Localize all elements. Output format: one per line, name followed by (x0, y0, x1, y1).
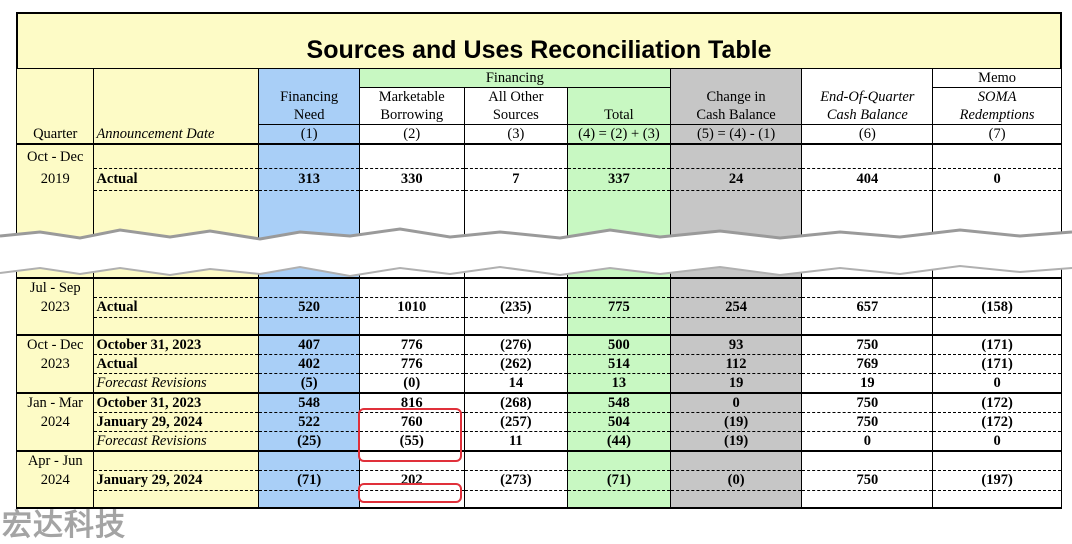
watermark-logo: 宏达科技 (2, 508, 126, 543)
table-row: 2024 January 29, 2024 522 760 (257) 504 … (15, 412, 1062, 432)
col5-formula: (5) = (4) - (1) (669, 124, 803, 144)
col1-formula: (1) (258, 124, 360, 144)
col4-header (567, 87, 671, 106)
table-row-tail (15, 489, 1062, 509)
col4-formula: (4) = (2) + (3) (567, 124, 671, 144)
col6-formula: (6) (801, 124, 934, 144)
header-row-2: Need Borrowing Sources Total Cash Balanc… (15, 106, 1062, 125)
col7-formula: (7) (932, 124, 1062, 144)
reconciliation-table-frame: Sources and Uses Reconciliation Table Fi… (15, 12, 1062, 520)
col3-header: All Other (463, 87, 569, 106)
col5-header: Change in (669, 87, 803, 106)
col2-subheader: Borrowing (358, 106, 465, 125)
table-row: 2023 Actual 402 776 (262) 514 112 769 (1… (15, 354, 1062, 374)
col7-subheader: Redemptions (932, 106, 1062, 125)
memo-group-label: Memo (932, 68, 1062, 88)
table-row: 2023 Actual 520 1010 (235) 775 254 657 (… (15, 296, 1062, 317)
col2-formula: (2) (358, 124, 465, 144)
col7-header: SOMA (932, 87, 1062, 106)
col1-subheader: Need (258, 106, 360, 125)
col2-header: Marketable (358, 87, 465, 106)
table-row: Apr - Jun (15, 450, 1062, 470)
group-header-row: Financing Memo (15, 68, 1062, 88)
header-row-1: Financing Marketable All Other Change in… (15, 87, 1062, 106)
col3-formula: (3) (463, 124, 569, 144)
table-row: 2019 Actual 313 330 7 337 24 404 0 (15, 167, 1062, 190)
table-row: Jul - Sep (15, 277, 1062, 297)
col3-subheader: Sources (463, 106, 569, 125)
torn-paper-gap (0, 227, 1072, 278)
table-row: Forecast Revisions (5) (0) 14 13 19 19 0 (15, 373, 1062, 393)
highlight-box-apr-jun-borrowing (358, 483, 462, 503)
col1-header: Financing (258, 87, 360, 106)
table-row-tail (15, 189, 1062, 212)
reconciliation-table: Financing Memo Financing Marketable All … (15, 68, 1062, 509)
col5-subheader: Cash Balance (669, 106, 803, 125)
table-row: Oct - Dec October 31, 2023 407 776 (276)… (15, 334, 1062, 355)
highlight-box-jan-mar-borrowing (358, 408, 462, 462)
header-row-3: Quarter Announcement Date (1) (2) (3) (4… (15, 124, 1062, 144)
col4-subheader: Total (567, 106, 671, 125)
table-row: Jan - Mar October 31, 2023 548 816 (268)… (15, 392, 1062, 413)
table-title: Sources and Uses Reconciliation Table (306, 36, 772, 64)
col6-header: End-Of-Quarter (801, 87, 934, 106)
table-row: Oct - Dec (15, 143, 1062, 168)
table-row-tail (15, 316, 1062, 335)
title-bar: Sources and Uses Reconciliation Table (16, 12, 1062, 68)
financing-group-label: Financing (358, 68, 671, 88)
table-row: 2024 January 29, 2024 (71) 202 (273) (71… (15, 469, 1062, 490)
date-header: Announcement Date (93, 124, 260, 144)
col6-subheader: Cash Balance (801, 106, 934, 125)
table-row: Forecast Revisions (25) (55) 11 (44) (19… (15, 431, 1062, 451)
quarter-header: Quarter (15, 124, 95, 144)
